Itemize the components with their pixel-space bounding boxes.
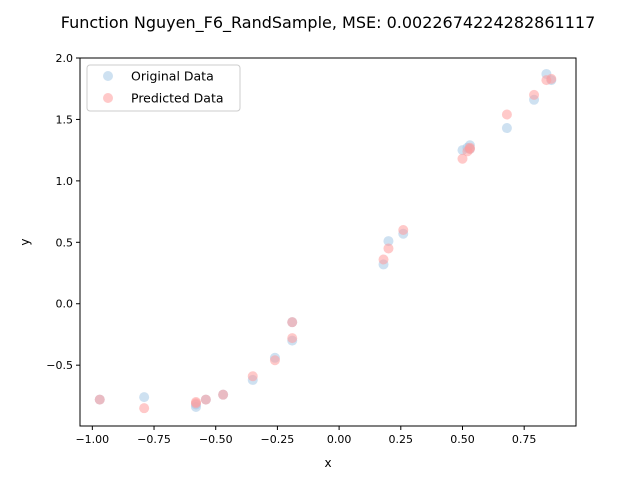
predicted-data-point-12 bbox=[398, 225, 409, 236]
x-tick-label-7: 0.75 bbox=[512, 433, 537, 446]
y-tick-label-3: 1.0 bbox=[56, 175, 74, 188]
predicted-data-point-16 bbox=[464, 142, 475, 153]
chart-title: Function Nguyen_F6_RandSample, MSE: 0.00… bbox=[61, 13, 596, 33]
x-tick-label-2: −0.50 bbox=[199, 433, 233, 446]
predicted-data-point-10 bbox=[378, 254, 389, 265]
original-data-point-1 bbox=[139, 392, 150, 403]
x-tick-label-3: −0.25 bbox=[261, 433, 295, 446]
y-tick-label-0: −0.5 bbox=[46, 359, 73, 372]
x-axis-ticks: −1.00 −0.75 −0.50 −0.25 0.00 0.25 0.50 0.75 bbox=[75, 426, 536, 446]
predicted-data-point-0 bbox=[94, 394, 105, 405]
predicted-data-point-6 bbox=[247, 371, 258, 382]
predicted-data-point-20 bbox=[546, 73, 557, 84]
predicted-data-point-5 bbox=[218, 389, 229, 400]
predicted-data-point-17 bbox=[501, 109, 512, 120]
predicted-data-point-1 bbox=[139, 403, 150, 414]
predicted-data-point-13 bbox=[457, 153, 468, 164]
legend-box bbox=[86, 64, 241, 112]
x-axis-label: x bbox=[324, 456, 331, 470]
y-tick-label-5: 2.0 bbox=[56, 52, 74, 65]
y-axis-ticks: −0.5 0.0 0.5 1.0 1.5 2.0 bbox=[46, 52, 80, 372]
y-axis-label: y bbox=[18, 238, 32, 245]
predicted-data-point-4 bbox=[200, 394, 211, 405]
x-tick-label-1: −0.75 bbox=[137, 433, 171, 446]
predicted-data-point-9 bbox=[287, 317, 298, 328]
predicted-data-point-8 bbox=[287, 333, 298, 344]
legend-label-predicted: Predicted Data bbox=[131, 91, 224, 106]
original-data-point-11 bbox=[383, 236, 394, 247]
original-data-point-17 bbox=[501, 123, 512, 134]
legend-marker-original bbox=[103, 71, 113, 81]
predicted-data-point-7 bbox=[269, 355, 280, 366]
y-tick-label-4: 1.5 bbox=[56, 113, 74, 126]
y-tick-label-2: 0.5 bbox=[56, 236, 74, 249]
legend-label-original: Original Data bbox=[131, 69, 214, 84]
y-tick-label-1: 0.0 bbox=[56, 298, 74, 311]
predicted-data-point-11 bbox=[383, 243, 394, 254]
x-tick-label-4: 0.00 bbox=[327, 433, 352, 446]
x-tick-label-5: 0.25 bbox=[389, 433, 414, 446]
predicted-data-point-3 bbox=[190, 397, 201, 408]
legend: Original Data Predicted Data bbox=[86, 64, 241, 112]
legend-marker-predicted bbox=[103, 93, 113, 103]
x-tick-label-0: −1.00 bbox=[75, 433, 109, 446]
plot-points bbox=[94, 68, 557, 414]
x-tick-label-6: 0.50 bbox=[450, 433, 475, 446]
predicted-data-point-18 bbox=[529, 89, 540, 100]
plot-frame bbox=[79, 57, 577, 427]
